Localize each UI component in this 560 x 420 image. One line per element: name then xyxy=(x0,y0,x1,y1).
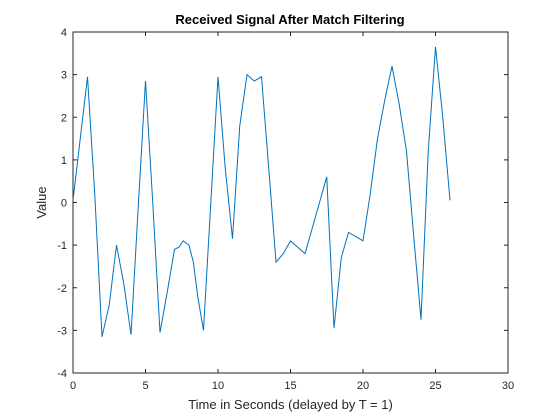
x-tick-label: 0 xyxy=(70,380,76,392)
y-axis-label: Value xyxy=(34,186,49,218)
x-tick-label: 25 xyxy=(429,380,441,392)
y-tick-label: -1 xyxy=(57,240,67,252)
y-tick-label: -3 xyxy=(57,325,67,337)
x-tick-label: 10 xyxy=(212,380,224,392)
x-axis-label: Time in Seconds (delayed by T = 1) xyxy=(188,397,393,412)
x-tick-label: 5 xyxy=(142,380,148,392)
ticks: 0 5 10 15 20 25 30 -4 -3 -2 -1 0 1 2 3 4 xyxy=(57,27,514,392)
y-tick-label: -4 xyxy=(57,368,67,380)
series-line xyxy=(72,46,451,337)
x-tick-label: 30 xyxy=(502,380,514,392)
y-tick-label: 2 xyxy=(61,112,67,124)
x-tick-label: 20 xyxy=(357,380,369,392)
y-tick-label: 3 xyxy=(61,70,67,82)
x-tick-label: 15 xyxy=(284,380,296,392)
y-tick-label: 0 xyxy=(61,198,67,210)
y-tick-label: -2 xyxy=(57,283,67,295)
y-tick-label: 4 xyxy=(61,27,67,39)
chart-title: Received Signal After Match Filtering xyxy=(175,12,404,27)
y-tick-label: 1 xyxy=(61,155,67,167)
